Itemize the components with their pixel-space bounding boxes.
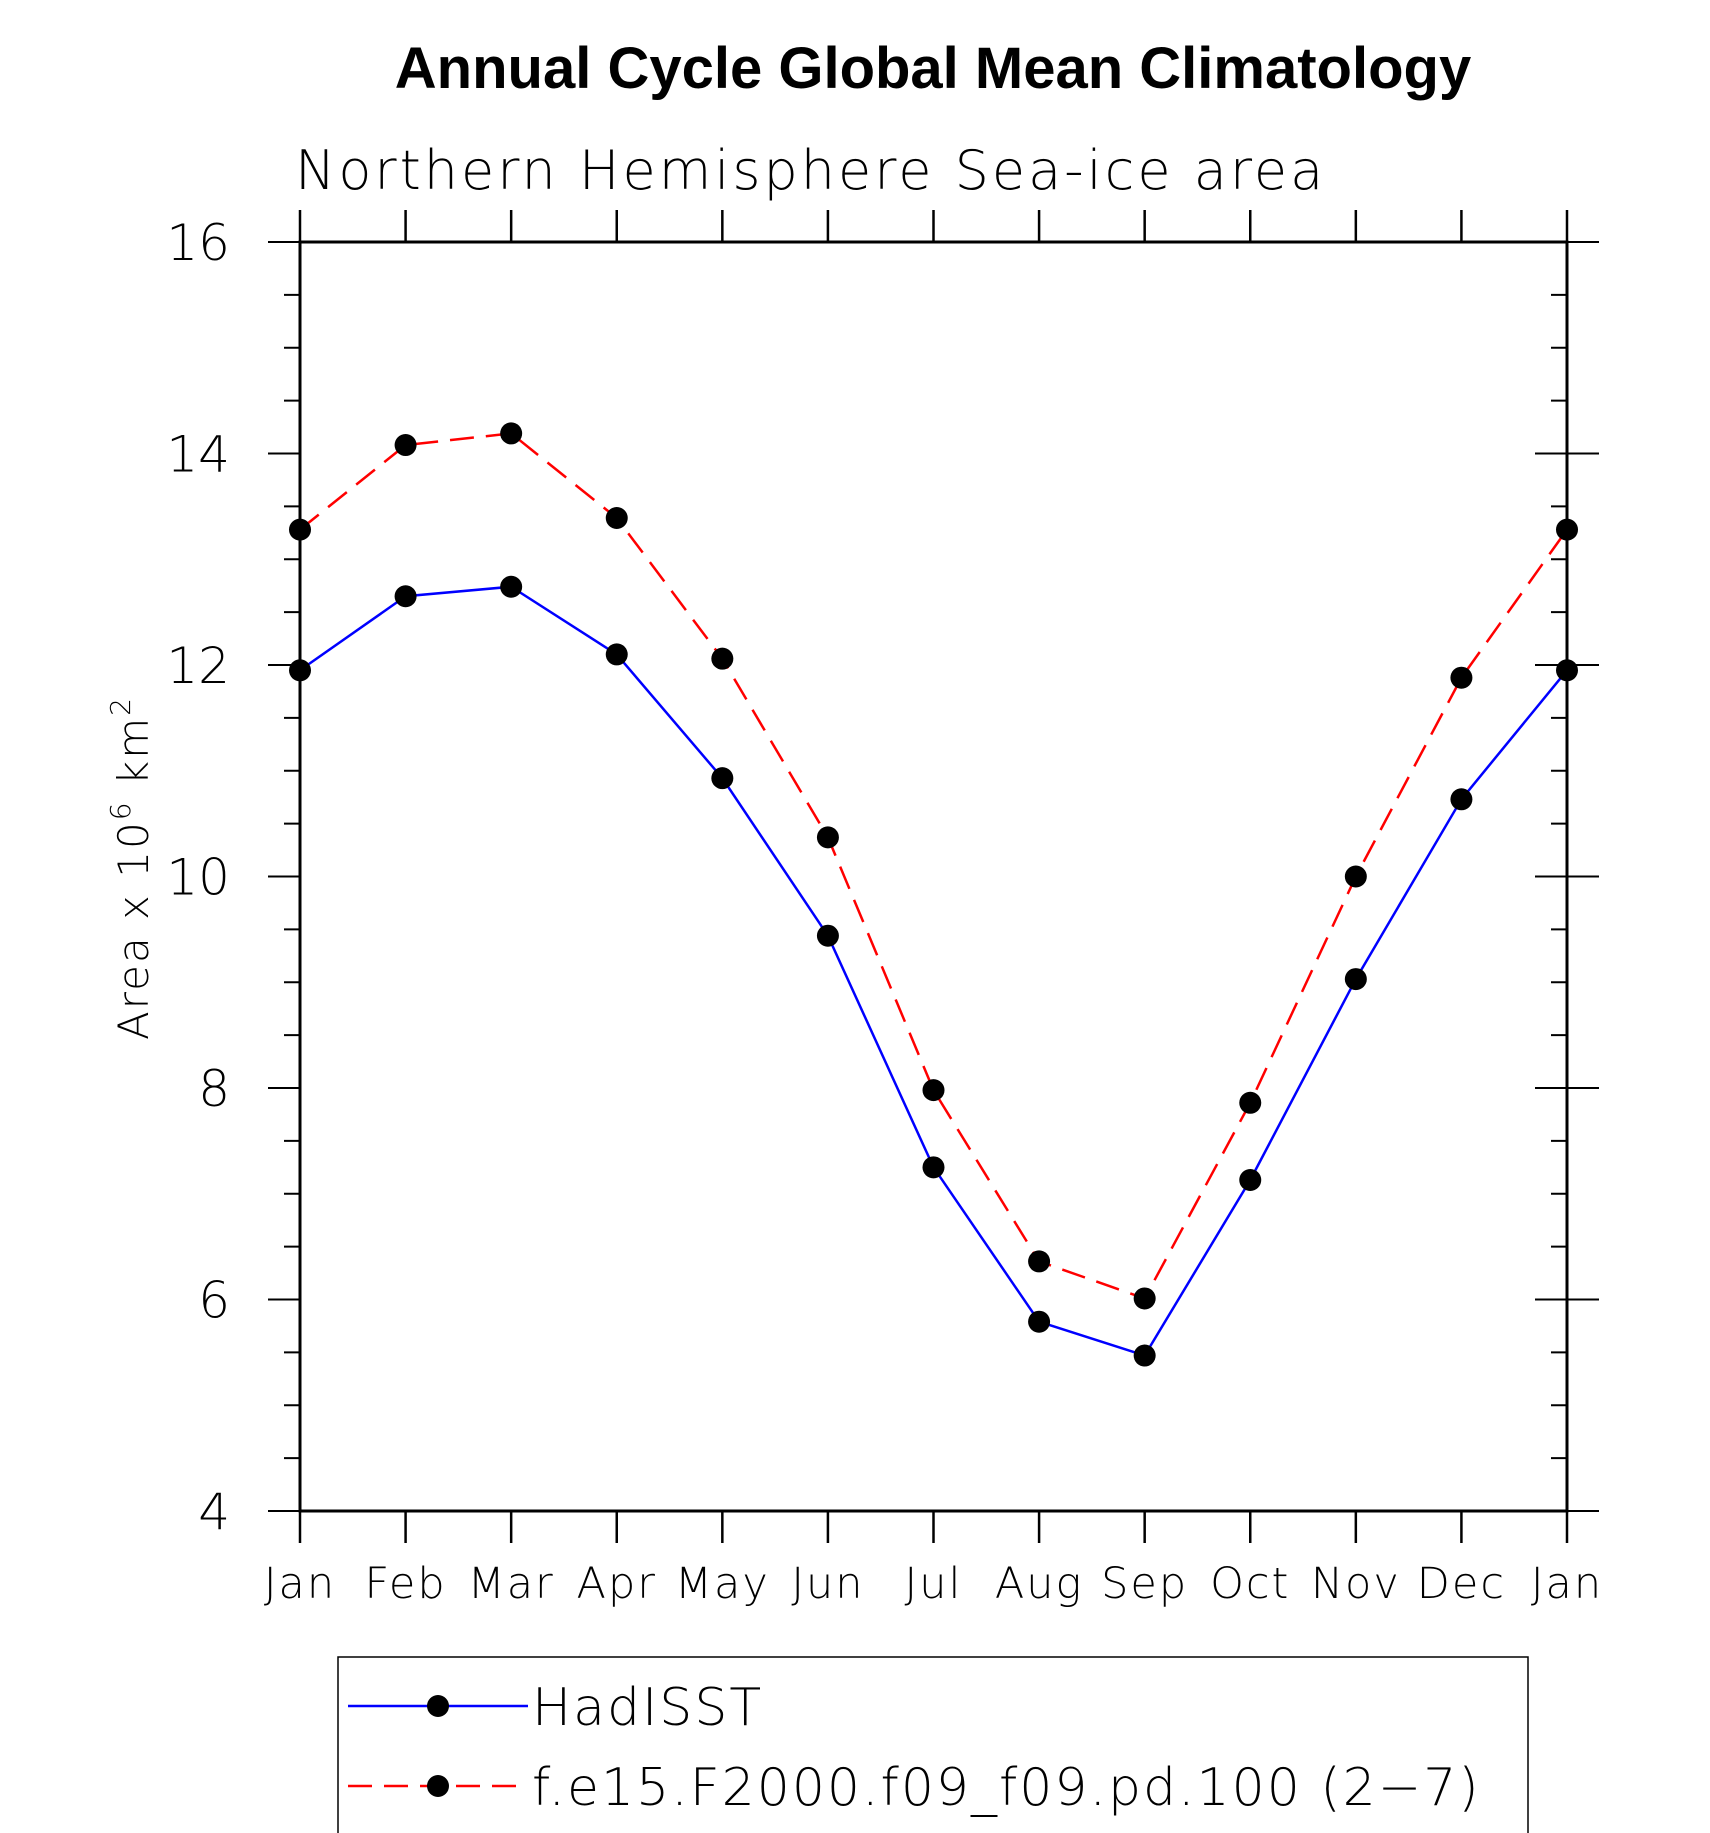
series-line-1 [299,585,1568,1358]
data-point [816,826,839,849]
y-tick-label: 8 [198,1060,230,1118]
data-point [1450,666,1473,689]
chart-title: Annual Cycle Global Mean Climatology [395,36,1471,101]
data-point [1344,968,1367,991]
data-point [394,434,417,457]
data-point [605,507,628,530]
data-point [711,767,734,790]
data-point [394,585,417,608]
y-tick-label: 12 [166,637,230,695]
legend-marker-1 [427,1695,449,1717]
x-tick-label: Mar [468,1559,555,1609]
data-point [1028,1310,1051,1333]
x-tick-label: Feb [365,1559,447,1609]
data-point [1239,1169,1262,1192]
data-point [1239,1091,1262,1114]
data-point [500,575,523,598]
legend-marker-2 [427,1775,449,1797]
data-point [1556,518,1578,541]
legend: HadISST f.e15.F2000.f09_f09.pd.100 (2−7) [337,1656,1529,1833]
data-point [816,924,839,947]
data-point [1133,1344,1156,1367]
x-tick-label: May [675,1559,770,1609]
x-tick-label: Apr [577,1559,657,1609]
plot-frame [298,240,1569,1513]
data-point [500,422,523,445]
axes: 4 6 8 10 12 14 16 Jan Feb Mar Apr May Jun Jul Aug Sep Oc… [166,210,1603,1609]
y-tick-label: 14 [166,426,230,484]
svg-text:Area x 106 km2: Area x 106 km2 [104,696,158,1040]
data-point [711,647,734,670]
series-layer [289,422,1578,1367]
data-point [922,1156,945,1179]
legend-box [337,1656,1529,1833]
y-tick-label: 4 [198,1483,230,1541]
y-axis-label: Area x 106 km2 [104,696,158,1040]
y-tick-label: 16 [166,214,230,272]
data-point [1133,1287,1156,1310]
data-point [289,659,311,682]
x-tick-label: Jul [905,1559,963,1609]
data-point [289,518,311,541]
data-point [922,1079,945,1102]
legend-label-1: HadISST [532,1678,763,1738]
data-point [1556,659,1578,682]
x-tick-label: Jun [791,1559,864,1609]
y-tick-label: 10 [166,849,230,907]
data-point [1344,865,1367,888]
x-tick-label: Dec [1417,1559,1506,1609]
x-tick-label: Jan [264,1559,336,1609]
data-point [605,643,628,666]
chart-subtitle: Northern Hemisphere Sea-ice area [295,139,1326,202]
data-point [1450,788,1473,811]
data-point [1028,1250,1051,1273]
y-tick-label: 6 [198,1272,230,1330]
x-tick-label: Jan [1531,1559,1603,1609]
x-tick-label: Sep [1101,1559,1188,1609]
x-tick-label: Oct [1210,1559,1290,1609]
x-tick-label: Nov [1311,1559,1401,1609]
legend-label-2: f.e15.F2000.f09_f09.pd.100 (2−7) [532,1758,1481,1818]
x-tick-label: Aug [995,1559,1083,1609]
